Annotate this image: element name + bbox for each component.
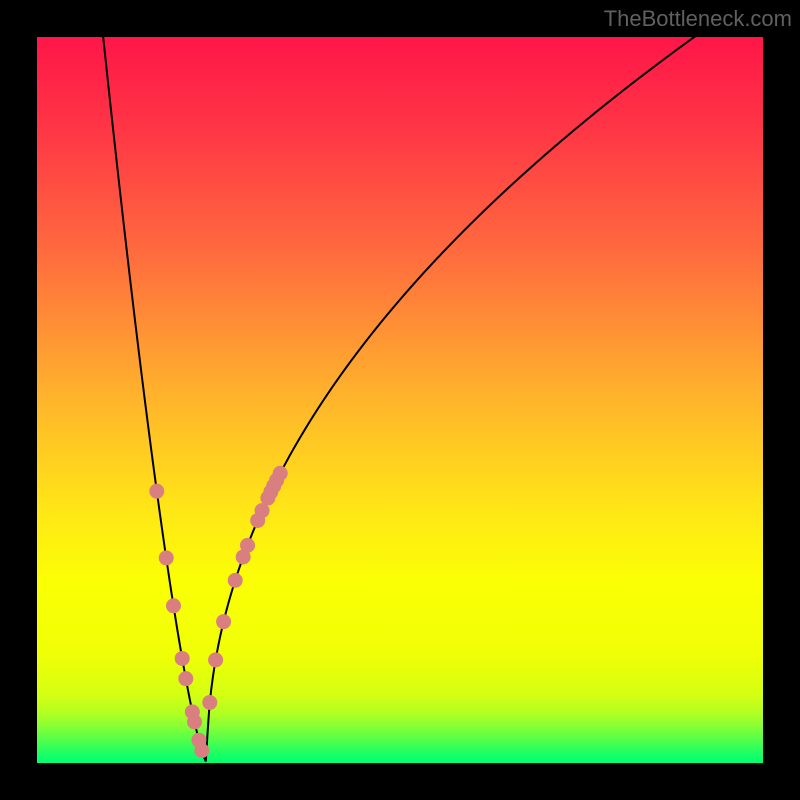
- watermark: TheBottleneck.com: [604, 6, 792, 32]
- data-marker: [208, 652, 223, 667]
- plot-area: [37, 37, 763, 763]
- chart-svg: [37, 37, 763, 763]
- data-marker: [149, 484, 164, 499]
- data-marker: [240, 538, 255, 553]
- data-marker: [178, 671, 193, 686]
- data-marker: [187, 714, 202, 729]
- data-marker: [194, 743, 209, 758]
- data-marker: [216, 614, 231, 629]
- gradient-background: [37, 37, 763, 763]
- data-marker: [202, 695, 217, 710]
- data-marker: [273, 466, 288, 481]
- data-marker: [175, 651, 190, 666]
- data-marker: [228, 573, 243, 588]
- data-marker: [166, 598, 181, 613]
- data-marker: [159, 550, 174, 565]
